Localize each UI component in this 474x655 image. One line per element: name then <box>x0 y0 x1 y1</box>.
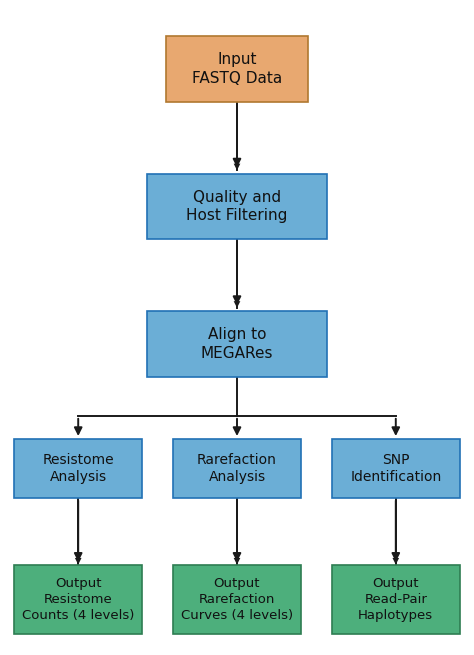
FancyBboxPatch shape <box>332 439 460 498</box>
FancyBboxPatch shape <box>173 439 301 498</box>
Text: Quality and
Host Filtering: Quality and Host Filtering <box>186 189 288 223</box>
FancyBboxPatch shape <box>173 565 301 634</box>
FancyBboxPatch shape <box>147 174 327 239</box>
Text: Rarefaction
Analysis: Rarefaction Analysis <box>197 453 277 484</box>
Text: Output
Rarefaction
Curves (4 levels): Output Rarefaction Curves (4 levels) <box>181 577 293 622</box>
Text: Output
Read-Pair
Haplotypes: Output Read-Pair Haplotypes <box>358 577 433 622</box>
FancyBboxPatch shape <box>147 311 327 377</box>
FancyBboxPatch shape <box>332 565 460 634</box>
Text: SNP
Identification: SNP Identification <box>350 453 441 484</box>
FancyBboxPatch shape <box>166 36 308 102</box>
FancyBboxPatch shape <box>14 439 142 498</box>
Text: Output
Resistome
Counts (4 levels): Output Resistome Counts (4 levels) <box>22 577 135 622</box>
FancyBboxPatch shape <box>14 565 142 634</box>
Text: Resistome
Analysis: Resistome Analysis <box>42 453 114 484</box>
Text: Align to
MEGARes: Align to MEGARes <box>201 327 273 361</box>
Text: Input
FASTQ Data: Input FASTQ Data <box>192 52 282 86</box>
